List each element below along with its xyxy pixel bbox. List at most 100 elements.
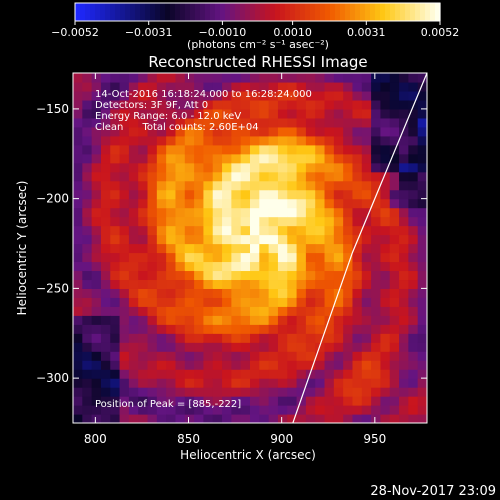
colorbar-segment (355, 3, 361, 21)
heatmap-cell (380, 126, 391, 137)
heatmap-cell (333, 324, 344, 334)
heatmap-cell (222, 306, 232, 316)
heatmap-cell (277, 90, 288, 101)
heatmap-cell (250, 405, 260, 415)
heatmap-cell (399, 81, 409, 92)
heatmap-cell (389, 198, 400, 209)
heatmap-cell (268, 387, 279, 397)
heatmap-cell (287, 99, 298, 110)
heatmap-cell (138, 198, 149, 209)
heatmap-cell (268, 189, 279, 200)
heatmap-cell (268, 360, 279, 370)
heatmap-cell (73, 405, 83, 415)
heatmap-cell (212, 117, 223, 128)
heatmap-cell (380, 73, 391, 83)
heatmap-cell (408, 369, 419, 379)
heatmap-cell (138, 189, 149, 200)
colorbar-segment (250, 3, 256, 21)
heatmap-cell (166, 288, 177, 298)
heatmap-cell (166, 162, 177, 173)
heatmap-cell (324, 81, 335, 92)
heatmap-cell (156, 171, 167, 182)
heatmap-cell (110, 243, 121, 254)
heatmap-cell (389, 261, 400, 272)
heatmap-cell (82, 315, 93, 325)
heatmap-cell (212, 207, 223, 218)
heatmap-cell (259, 378, 270, 388)
heatmap-cell (333, 279, 344, 289)
heatmap-cell (352, 180, 363, 191)
heatmap-cell (184, 351, 195, 361)
heatmap-cell (352, 405, 363, 415)
heatmap-cell (361, 369, 372, 379)
heatmap-cell (324, 360, 335, 370)
heatmap-cell (91, 153, 102, 164)
heatmap-cell (250, 342, 260, 352)
heatmap-cell (194, 90, 205, 101)
heatmap-cell (73, 378, 83, 388)
heatmap-cell (408, 315, 419, 325)
heatmap-cell (389, 99, 400, 110)
heatmap-cell (417, 81, 427, 92)
heatmap-cell (231, 108, 242, 119)
heatmap-cell (100, 414, 111, 423)
heatmap-cell (324, 243, 335, 254)
heatmap-cell (333, 252, 344, 263)
heatmap-cell (240, 144, 251, 155)
heatmap-cell (184, 261, 195, 272)
heatmap-cell (259, 153, 270, 164)
colorbar-segment (230, 3, 236, 21)
heatmap-cell (305, 225, 316, 236)
colorbar-segment (150, 3, 156, 21)
heatmap-cell (100, 288, 111, 298)
heatmap-cell (315, 171, 326, 182)
heatmap-cell (305, 396, 316, 406)
heatmap-cell (110, 198, 121, 209)
heatmap-cell (119, 198, 130, 209)
heatmap-cell (194, 378, 205, 388)
heatmap-cell (175, 117, 186, 128)
heatmap-cell (175, 261, 186, 272)
heatmap-cell (231, 387, 242, 397)
heatmap-cell (296, 81, 307, 92)
heatmap-cell (231, 369, 242, 379)
heatmap-cell (138, 126, 149, 137)
heatmap-cell (184, 117, 195, 128)
heatmap-cell (184, 369, 195, 379)
heatmap-cell (100, 207, 111, 218)
heatmap-cell (156, 252, 167, 263)
heatmap-cell (361, 99, 372, 110)
heatmap-cell (110, 81, 121, 92)
heatmap-cell (222, 198, 232, 209)
heatmap-cell (277, 207, 288, 218)
heatmap-cell (184, 90, 195, 101)
heatmap-cell (287, 135, 298, 146)
heatmap-cell (324, 279, 335, 289)
heatmap-cell (343, 90, 354, 101)
heatmap-cell (138, 144, 149, 155)
heatmap-cell (333, 189, 344, 200)
heatmap-cell (268, 333, 279, 343)
heatmap-cell (361, 81, 372, 92)
heatmap-cell (91, 117, 102, 128)
heatmap-cell (268, 135, 279, 146)
heatmap-cell (417, 90, 427, 101)
heatmap-cell (73, 73, 83, 83)
colorbar-segment (390, 3, 396, 21)
heatmap-cell (175, 153, 186, 164)
heatmap-cell (371, 207, 382, 218)
heatmap-cell (417, 73, 427, 83)
heatmap (73, 73, 427, 423)
heatmap-cell (315, 306, 326, 316)
heatmap-cell (184, 396, 195, 406)
heatmap-cell (305, 99, 316, 110)
heatmap-cell (333, 162, 344, 173)
heatmap-cell (240, 162, 251, 173)
heatmap-cell (73, 162, 83, 173)
heatmap-cell (287, 270, 298, 281)
heatmap-cell (166, 171, 177, 182)
heatmap-cell (240, 333, 251, 343)
heatmap-cell (380, 99, 391, 110)
heatmap-cell (361, 306, 372, 316)
heatmap-cell (408, 225, 419, 236)
